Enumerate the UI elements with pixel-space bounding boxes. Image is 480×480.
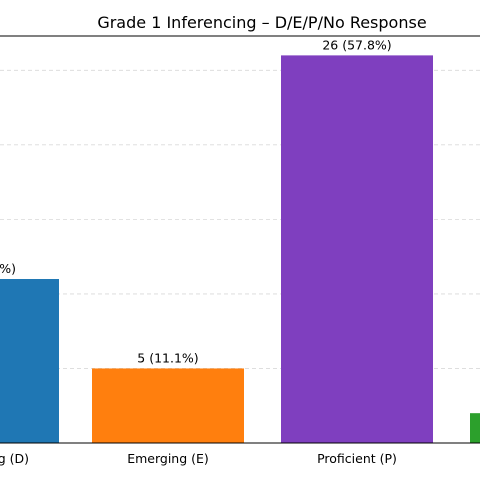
x-tick-label: Emerging (E) <box>127 451 209 466</box>
data-label: 26 (57.8%) <box>322 37 391 52</box>
bar <box>281 55 433 443</box>
bars <box>0 55 480 443</box>
x-tick-label: g (D) <box>0 451 29 466</box>
data-labels: %) 5 (11.1%) 26 (57.8%) <box>0 37 392 365</box>
x-tick-labels: g (D) Emerging (E) Proficient (P) <box>0 451 397 466</box>
x-tick-label: Proficient (P) <box>317 451 397 466</box>
bar <box>0 279 59 443</box>
data-label: 5 (11.1%) <box>137 350 198 365</box>
bar <box>470 413 480 443</box>
bar <box>92 368 244 443</box>
data-label: %) <box>0 261 16 276</box>
chart-title: Grade 1 Inferencing – D/E/P/No Response <box>97 13 426 32</box>
